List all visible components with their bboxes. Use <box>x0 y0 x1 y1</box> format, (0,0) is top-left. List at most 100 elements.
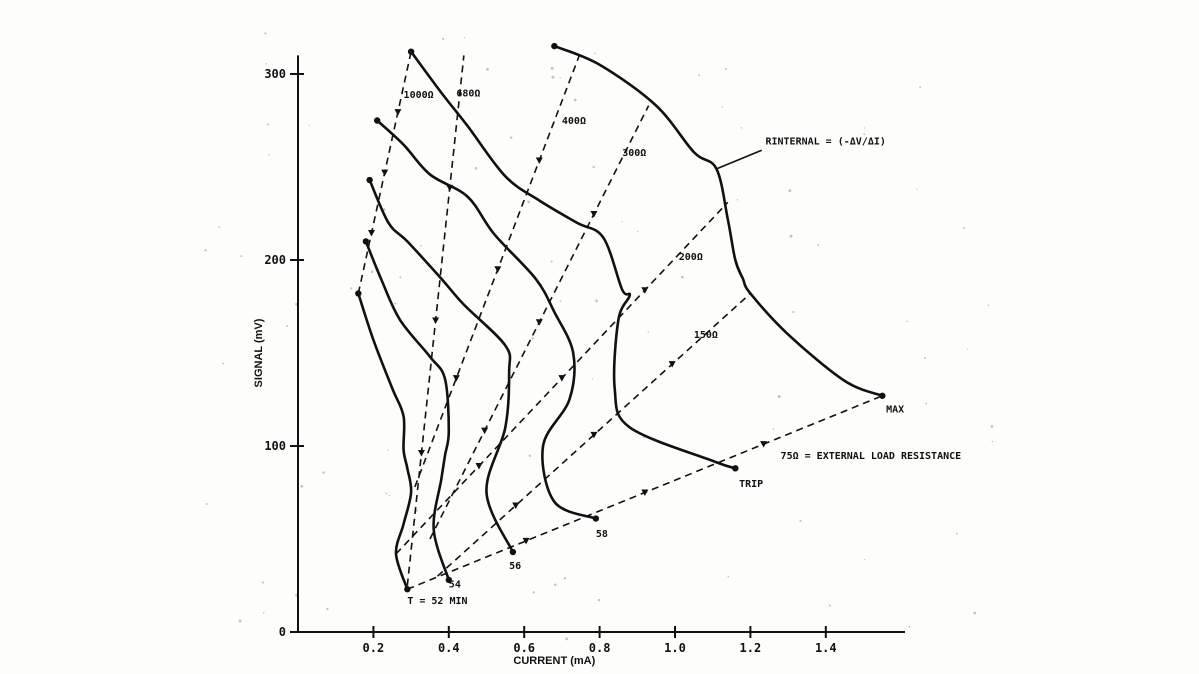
time-curve <box>375 119 598 520</box>
scan-speck <box>563 577 567 580</box>
scan-speck <box>955 532 958 535</box>
x-tick-label: 1.2 <box>740 641 762 655</box>
x-tick-label: 0.4 <box>438 641 460 655</box>
scan-speck <box>265 62 268 65</box>
x-tick-label: 1.4 <box>815 641 837 655</box>
resistance-marker <box>446 184 454 192</box>
scan-speck <box>420 244 422 247</box>
scan-speck <box>594 52 597 55</box>
x-tick-label: 0.6 <box>513 641 535 655</box>
resistance-marker <box>368 230 376 237</box>
scan-speck <box>740 127 743 129</box>
scan-speck <box>908 625 911 628</box>
y-tick-label: 0 <box>279 625 286 639</box>
scan-speck <box>308 124 310 126</box>
curve-endpoint-marker <box>592 515 600 522</box>
resistance-marker <box>432 317 440 324</box>
scan-speck <box>788 189 792 193</box>
y-tick-label: 100 <box>264 439 286 453</box>
r-internal-pointer <box>716 149 763 170</box>
scan-speck <box>973 611 977 615</box>
curve-endpoint-marker <box>509 548 517 556</box>
r-internal-label: RINTERNAL = (-ΔV/ΔI) <box>765 137 885 148</box>
resistance-marker <box>535 157 543 164</box>
scan-speck <box>789 234 793 238</box>
scan-speck <box>777 395 781 398</box>
scan-speck <box>528 454 531 457</box>
resistance-marker <box>760 441 768 448</box>
scan-speck <box>621 220 623 223</box>
scan-speck <box>532 591 535 594</box>
scan-speck <box>509 136 513 139</box>
scan-speck <box>724 67 728 71</box>
y-tick-label: 300 <box>264 67 286 81</box>
resistance-label: 150Ω <box>694 330 718 341</box>
resistance-label: 300Ω <box>622 148 646 159</box>
resistance-label: 75Ω = EXTERNAL LOAD RESISTANCE <box>781 451 962 462</box>
curve-endpoint-marker <box>355 290 362 297</box>
axes <box>297 55 905 633</box>
scan-speck <box>527 200 530 204</box>
resistance-marker <box>394 109 402 116</box>
resistance-marker <box>641 287 649 294</box>
x-tick-label: 0.8 <box>589 641 611 655</box>
resistance-marker <box>535 319 543 326</box>
time-curves <box>357 44 884 591</box>
scan-speck <box>550 66 554 70</box>
scan-speck <box>559 77 561 79</box>
scan-speck <box>205 503 208 506</box>
scan-speck <box>264 32 267 35</box>
scan-speck <box>987 304 990 307</box>
scan-speck <box>636 230 639 233</box>
resistance-marker <box>417 449 425 457</box>
scan-speck <box>597 598 601 602</box>
scan-speck <box>553 583 557 587</box>
curve-endpoint-marker <box>404 586 411 593</box>
resistance-marker <box>590 431 598 439</box>
resistance-marker <box>475 462 483 470</box>
scan-speck <box>370 270 374 274</box>
scan-speck <box>295 594 298 597</box>
y-axis-label: SIGNAL (mV) <box>253 318 265 387</box>
time-curve <box>409 50 737 470</box>
scan-speck <box>642 436 645 439</box>
scan-speck <box>474 167 478 170</box>
time-curve <box>357 292 413 591</box>
resistance-marker <box>641 489 649 496</box>
scan-speck <box>394 302 397 305</box>
scan-speck <box>698 74 701 77</box>
scan-speck <box>573 98 577 102</box>
scan-speck <box>238 619 242 623</box>
resistance-marker <box>522 537 530 545</box>
scan-speck <box>966 348 969 350</box>
resistance-marker <box>381 169 389 177</box>
trip-label: TRIP <box>739 479 763 490</box>
scan-speck <box>286 324 289 327</box>
scan-speck <box>925 402 928 405</box>
scan-speck <box>442 37 445 41</box>
scan-speck <box>261 581 264 584</box>
resistance-label: 400Ω <box>562 116 586 127</box>
axis-ticks: 0 100 200 300 0.2 0.4 0.6 0.8 1.0 1.2 1.4 CURRENT (… <box>253 67 837 667</box>
scan-speck <box>399 276 402 279</box>
scan-speck <box>565 637 569 641</box>
scan-speck <box>268 154 270 156</box>
scan-speck <box>300 484 304 488</box>
scan-speck <box>592 165 595 169</box>
t52-label: T = 52 MIN <box>407 596 467 607</box>
scan-speck <box>727 575 730 578</box>
scan-speck <box>799 519 802 522</box>
x-tick-label: 1.0 <box>664 641 686 655</box>
chart-labels: 1000Ω 680Ω 400Ω 300Ω 200Ω 150Ω 75Ω = EXTERNAL … <box>404 88 962 607</box>
resistance-marker <box>668 361 676 368</box>
scan-speck <box>817 244 820 247</box>
scan-speck <box>531 337 534 340</box>
curve-endpoint-marker <box>551 42 558 50</box>
curve-endpoint-marker <box>362 238 370 245</box>
resistance-label: 680Ω <box>456 88 480 99</box>
scan-speck <box>792 310 795 314</box>
scan-speck <box>218 226 221 229</box>
scan-speck <box>923 357 926 359</box>
scan-speck <box>463 36 466 39</box>
